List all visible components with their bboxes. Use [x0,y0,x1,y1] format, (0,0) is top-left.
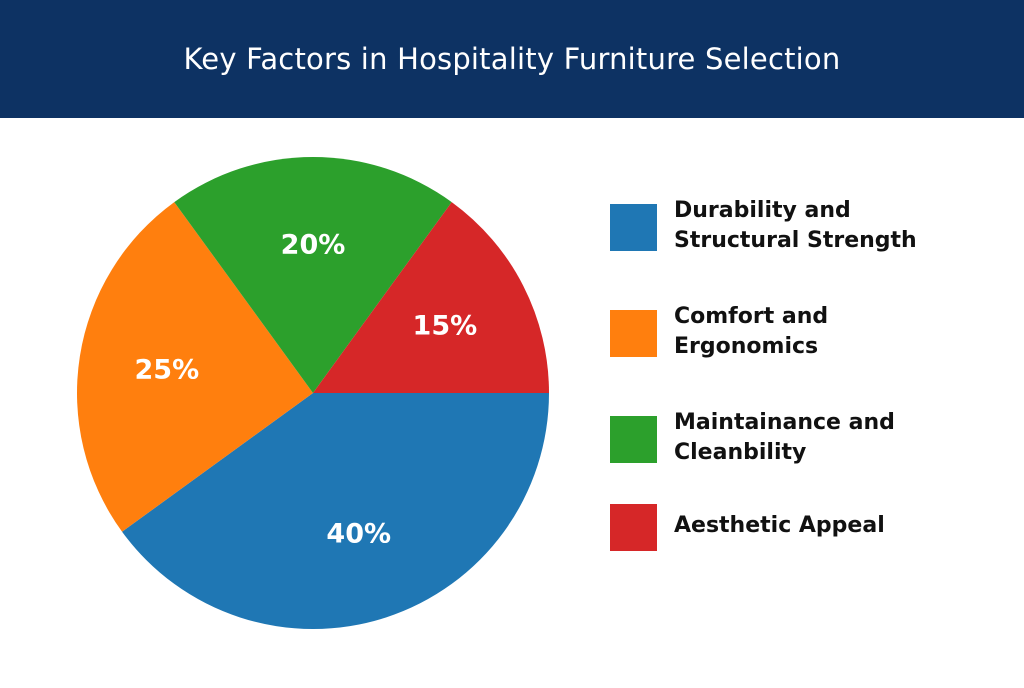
legend-swatch [610,504,657,551]
legend-swatch [610,310,657,357]
slice-value-label: 20% [281,230,346,261]
slice-value-label: 40% [326,518,391,549]
legend-label: Aesthetic Appeal [674,513,885,538]
pie-slice-3 [174,157,452,393]
legend-item: Durability and Structural Strength [610,196,1010,302]
legend-item: Aesthetic Appeal [610,504,1010,620]
legend-label: Maintainance and Cleanbility [674,410,895,465]
chart-title: Key Factors in Hospitality Furniture Sel… [183,42,841,76]
legend-label: Durability and Structural Strength [674,198,917,253]
legend-label: Comfort and Ergonomics [674,304,829,359]
pie-slice-4 [313,202,549,393]
legend-item: Comfort and Ergonomics [610,302,1010,408]
legend-item: Maintainance and Cleanbility [610,408,1010,514]
pie-slice-2 [77,202,314,532]
legend-swatch [610,416,657,463]
legend-swatch [610,204,657,251]
chart-header: Key Factors in Hospitality Furniture Sel… [0,0,1024,118]
pie-slice-1 [122,393,549,630]
chart-legend: Durability and Structural Strength Comfort… [610,196,1010,620]
pie-chart: 40% 25% 20% 15% [77,157,549,630]
slice-value-label: 25% [135,354,200,385]
slice-value-label: 15% [413,310,478,341]
